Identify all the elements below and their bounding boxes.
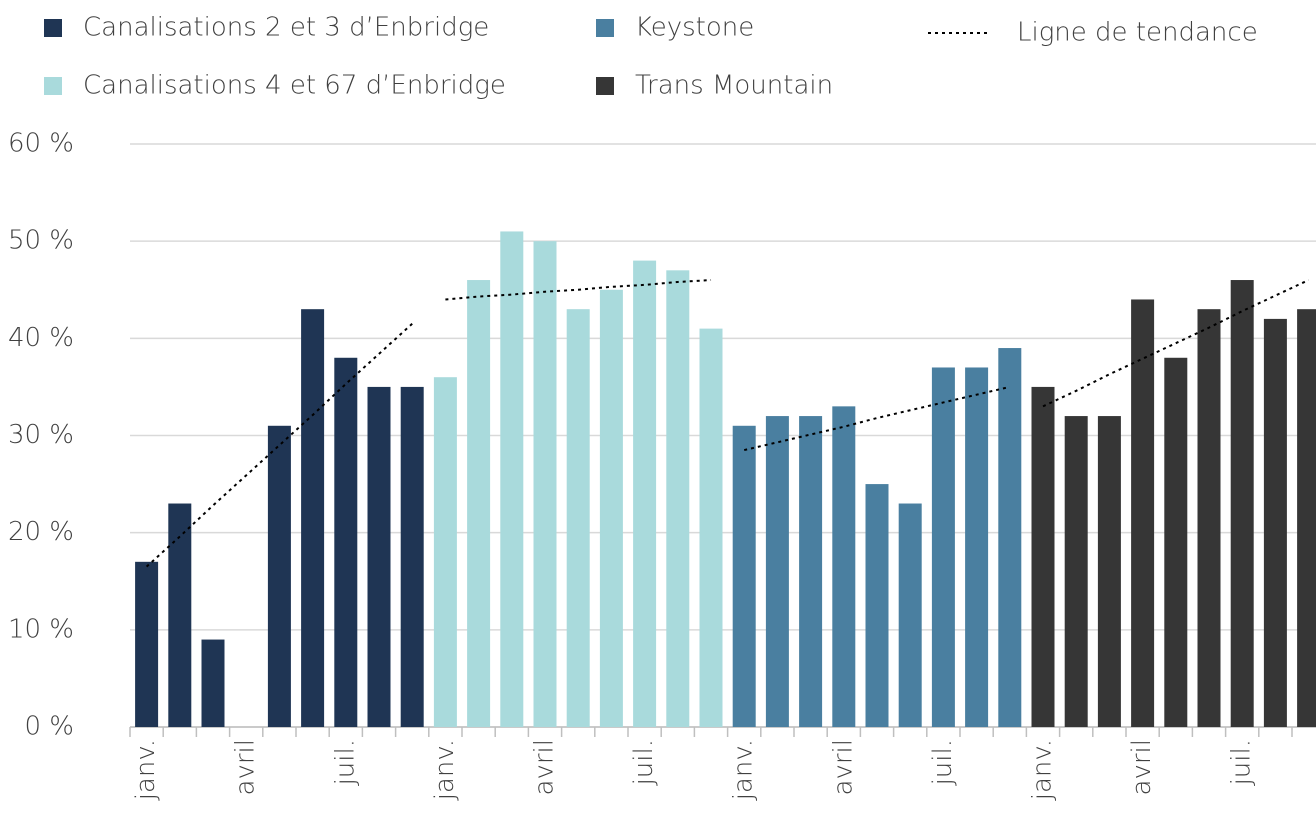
bar (168, 503, 192, 727)
bar (1230, 280, 1254, 727)
bar (732, 425, 756, 727)
bar (467, 280, 491, 727)
bar (633, 260, 657, 727)
bar (400, 386, 424, 727)
legend-label: Trans Mountain (635, 71, 833, 101)
trend-line (1042, 279, 1310, 408)
bar (699, 328, 723, 727)
bar (135, 561, 159, 727)
bar (1197, 309, 1221, 727)
x-tick-label: juil. (629, 739, 659, 786)
bar (832, 406, 856, 727)
bar (1031, 386, 1055, 727)
bar (367, 386, 391, 727)
legend-label: Canalisations 4 et 67 d’Enbridge (83, 71, 506, 101)
bar (931, 367, 955, 727)
bar (533, 241, 557, 727)
bar (500, 231, 524, 727)
legend-swatch (44, 77, 62, 95)
bar (666, 270, 690, 727)
y-tick-label: 40 % (8, 323, 74, 353)
legend-swatch (596, 77, 614, 95)
bar (865, 484, 889, 727)
x-tick-label: janv. (1028, 739, 1058, 801)
x-tick-label: avril (530, 739, 560, 795)
y-tick-label: 30 % (8, 420, 74, 450)
bar (301, 309, 325, 727)
bar (566, 309, 590, 727)
bar (433, 377, 457, 727)
bar (201, 639, 225, 727)
bar (1131, 299, 1155, 727)
y-tick-label: 20 % (8, 517, 74, 547)
bar (1164, 357, 1188, 727)
bar (1297, 309, 1316, 727)
legend-label: Keystone (635, 13, 754, 43)
bar (998, 348, 1022, 727)
x-tick-label: juil. (928, 739, 958, 786)
bar (799, 416, 823, 727)
x-tick-label: juil. (1227, 739, 1257, 786)
legend-label: Ligne de tendance (1017, 18, 1258, 48)
y-tick-label: 10 % (8, 614, 74, 644)
bar (267, 425, 291, 727)
bar (1097, 416, 1121, 727)
x-tick-label: janv. (430, 739, 460, 801)
bar (765, 416, 789, 727)
bar (898, 503, 922, 727)
y-tick-label: 60 % (8, 129, 74, 159)
bar (1263, 318, 1287, 727)
bar (1064, 416, 1088, 727)
x-tick-label: juil. (330, 739, 360, 786)
y-tick-label: 50 % (8, 226, 74, 256)
legend-label: Canalisations 2 et 3 d’Enbridge (83, 13, 489, 43)
x-tick-label: janv. (131, 739, 161, 801)
x-tick-label: avril (231, 739, 261, 795)
bar (965, 367, 989, 727)
x-tick-label: janv. (729, 739, 759, 801)
bar (334, 357, 358, 727)
bar (599, 289, 623, 727)
trend-line (445, 279, 712, 301)
legend-swatch (596, 19, 614, 37)
legend-swatch (44, 19, 62, 37)
x-tick-label: avril (828, 739, 858, 795)
x-tick-label: avril (1127, 739, 1157, 795)
y-tick-label: 0 % (24, 712, 74, 742)
